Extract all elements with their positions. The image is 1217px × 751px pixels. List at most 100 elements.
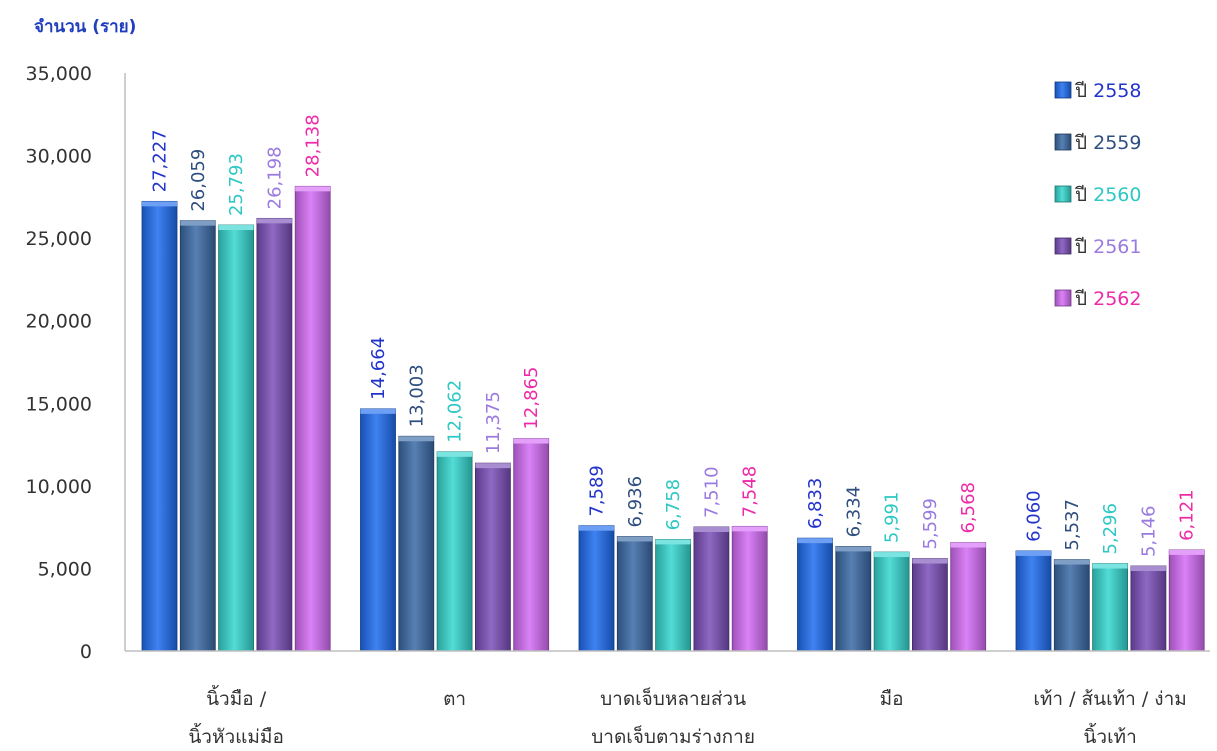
bar bbox=[873, 551, 910, 652]
legend-swatch bbox=[1054, 237, 1072, 255]
data-label: 11,375 bbox=[483, 391, 504, 454]
bar-top bbox=[693, 526, 729, 532]
bar-top bbox=[437, 451, 473, 457]
data-label: 6,758 bbox=[663, 479, 684, 531]
y-tick-label: 15,000 bbox=[26, 393, 92, 415]
bar-top bbox=[1054, 559, 1090, 565]
data-label: 5,599 bbox=[920, 498, 941, 550]
legend-swatch bbox=[1054, 81, 1072, 99]
bar-top bbox=[1016, 550, 1051, 556]
data-label: 5,991 bbox=[882, 492, 903, 544]
bar bbox=[693, 526, 730, 652]
bar bbox=[179, 220, 216, 652]
x-category-label: มือ bbox=[880, 688, 904, 710]
bar bbox=[950, 542, 987, 652]
bar-top bbox=[579, 525, 614, 531]
bar bbox=[294, 185, 331, 652]
bar bbox=[1130, 565, 1167, 652]
data-label: 5,146 bbox=[1138, 505, 1159, 557]
bar-top bbox=[950, 542, 986, 548]
data-label: 7,589 bbox=[587, 465, 608, 517]
bar bbox=[256, 217, 293, 652]
bar-top bbox=[655, 539, 691, 545]
bar bbox=[835, 545, 872, 652]
data-label: 6,936 bbox=[625, 476, 646, 528]
bar bbox=[1053, 559, 1090, 652]
bar-top bbox=[1092, 563, 1128, 569]
bar bbox=[398, 435, 435, 652]
bar bbox=[1015, 550, 1052, 652]
x-category-label: นิ้วเท้า bbox=[1083, 723, 1136, 748]
y-tick-label: 5,000 bbox=[38, 558, 92, 580]
data-label: 14,664 bbox=[368, 337, 389, 400]
y-axis: 0 5,000 10,000 15,000 20,000 25,000 30,000 35,0… bbox=[26, 63, 126, 663]
data-label: 26,059 bbox=[188, 149, 209, 212]
bar bbox=[1092, 563, 1128, 652]
bar-top bbox=[513, 438, 549, 444]
bar-top bbox=[1169, 549, 1205, 555]
bar-top bbox=[295, 186, 331, 192]
legend-label: ปี 2560 bbox=[1074, 184, 1141, 206]
y-tick-label: 30,000 bbox=[26, 146, 92, 168]
legend-label: ปี 2559 bbox=[1074, 132, 1141, 154]
bar-top bbox=[218, 225, 254, 231]
bar bbox=[1168, 549, 1205, 652]
y-tick-label: 0 bbox=[80, 641, 92, 663]
data-label: 6,060 bbox=[1024, 490, 1045, 542]
bar-top bbox=[360, 408, 396, 414]
bar-top bbox=[475, 463, 511, 469]
bar-top bbox=[617, 536, 653, 542]
x-category-label: บาดเจ็บหลายส่วน bbox=[600, 686, 746, 710]
data-label: 27,227 bbox=[150, 129, 171, 192]
data-label: 5,537 bbox=[1062, 499, 1083, 551]
data-label: 6,121 bbox=[1177, 489, 1198, 541]
x-category-label: เท้า / ส้นเท้า / ง่าม bbox=[1033, 688, 1186, 710]
y-tick-label: 25,000 bbox=[26, 228, 92, 250]
bar bbox=[655, 538, 691, 652]
data-label: 7,548 bbox=[740, 466, 761, 518]
x-category-label: บาดเจ็บตามร่างกาย bbox=[591, 724, 755, 748]
bar-top bbox=[142, 201, 177, 207]
data-label: 6,334 bbox=[843, 486, 864, 538]
bar bbox=[513, 438, 550, 652]
y-axis-label: จำนวน (ราย) bbox=[34, 17, 136, 37]
legend-swatch bbox=[1054, 133, 1072, 151]
legend-swatch bbox=[1054, 289, 1072, 307]
y-tick-label: 10,000 bbox=[26, 476, 92, 498]
bar-top bbox=[398, 436, 434, 442]
bar bbox=[141, 200, 178, 652]
data-label: 12,865 bbox=[521, 367, 542, 430]
bar bbox=[360, 408, 396, 652]
legend-label: ปี 2562 bbox=[1074, 288, 1141, 310]
bar bbox=[731, 525, 768, 652]
bar bbox=[436, 451, 473, 652]
data-label: 25,793 bbox=[226, 153, 247, 216]
legend-swatch bbox=[1054, 185, 1072, 203]
bar bbox=[218, 224, 255, 652]
bar-top bbox=[797, 538, 833, 544]
y-tick-label: 35,000 bbox=[26, 63, 92, 85]
data-label: 26,198 bbox=[264, 146, 285, 209]
bar-top bbox=[912, 558, 948, 564]
bar-top bbox=[835, 546, 871, 552]
bar bbox=[616, 536, 653, 652]
bar-top bbox=[1130, 566, 1166, 572]
bar-top bbox=[256, 218, 292, 224]
x-axis: นิ้วมือ / นิ้วหัวแม่มือ ตา บาดเจ็บหลายส่วนบ… bbox=[125, 650, 1210, 748]
legend-label: ปี 2561 bbox=[1074, 236, 1141, 258]
data-label: 13,003 bbox=[406, 364, 427, 427]
data-label: 5,296 bbox=[1100, 503, 1121, 555]
x-category-label: นิ้วหัวแม่มือ bbox=[188, 723, 284, 748]
data-label: 12,062 bbox=[445, 380, 466, 443]
bar-top bbox=[874, 552, 910, 558]
x-category-label: ตา bbox=[443, 688, 466, 710]
data-label: 7,510 bbox=[701, 466, 722, 518]
bar bbox=[797, 537, 833, 652]
plot-area: 27,227 14,664 7,589 6,833 6,060 26,059 13,003 6… bbox=[141, 114, 1205, 652]
x-category-label: นิ้วมือ / bbox=[206, 685, 267, 710]
bar bbox=[912, 558, 948, 652]
y-tick-label: 20,000 bbox=[26, 311, 92, 333]
data-label: 28,138 bbox=[303, 114, 324, 177]
legend-label: ปี 2558 bbox=[1074, 80, 1141, 102]
